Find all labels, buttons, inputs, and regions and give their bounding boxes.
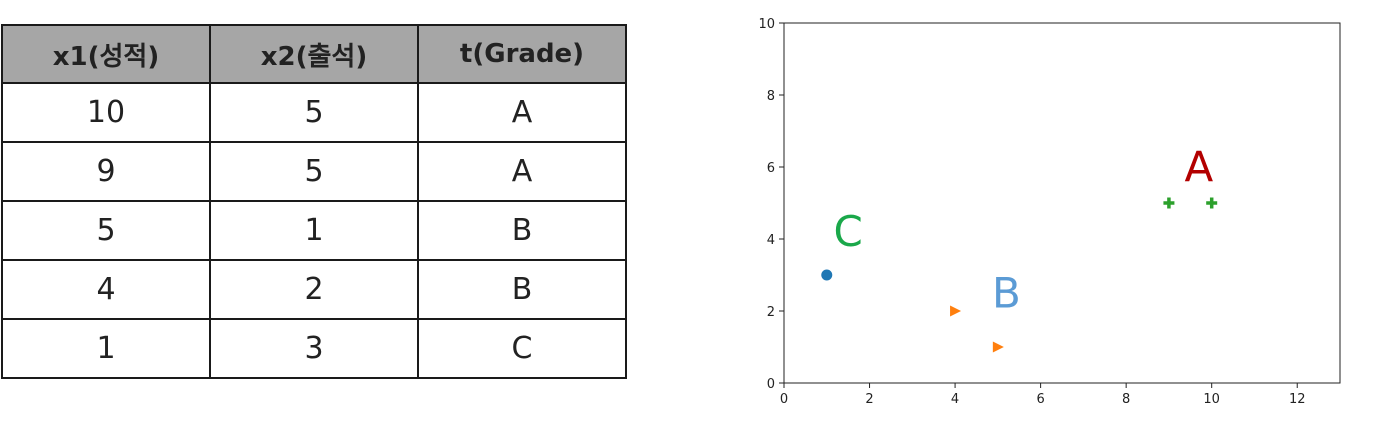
y-tick-label: 2 bbox=[767, 305, 775, 320]
x-tick-label: 4 bbox=[951, 392, 959, 407]
table-cell: B bbox=[417, 200, 627, 261]
data-point-triangle bbox=[992, 341, 1004, 353]
x-tick-label: 12 bbox=[1289, 392, 1306, 407]
table-cell: 4 bbox=[1, 259, 211, 320]
annotation-label: A bbox=[1184, 142, 1213, 191]
data-points bbox=[821, 197, 1218, 353]
x-tick-label: 0 bbox=[780, 392, 788, 407]
plot-area-frame bbox=[783, 22, 1341, 384]
table-cell: 9 bbox=[1, 141, 211, 202]
data-table: x1(성적) x2(출석) t(Grade) 10 5 A 9 5 A 5 1 … bbox=[1, 24, 627, 379]
table-cell: 3 bbox=[209, 318, 419, 379]
y-tick-label: 10 bbox=[758, 17, 775, 32]
x-tick-label: 6 bbox=[1036, 392, 1044, 407]
table-row: 4 2 B bbox=[1, 259, 627, 320]
y-tick-label: 0 bbox=[767, 377, 775, 392]
x-tick-label: 2 bbox=[865, 392, 873, 407]
table-row: 1 3 C bbox=[1, 318, 627, 379]
header-cell: t(Grade) bbox=[417, 24, 627, 84]
data-point-circle bbox=[821, 269, 833, 281]
y-tick-label: 8 bbox=[767, 89, 775, 104]
table-header-row: x1(성적) x2(출석) t(Grade) bbox=[1, 24, 627, 84]
table-cell: B bbox=[417, 259, 627, 320]
x-tick-label: 8 bbox=[1122, 392, 1130, 407]
header-cell: x1(성적) bbox=[1, 24, 211, 84]
table-cell: 5 bbox=[1, 200, 211, 261]
y-tick-label: 4 bbox=[767, 233, 775, 248]
table-row: 5 1 B bbox=[1, 200, 627, 261]
table-row: 10 5 A bbox=[1, 82, 627, 143]
table-cell: 5 bbox=[209, 82, 419, 143]
data-point-plus bbox=[1206, 197, 1218, 209]
table-cell: 1 bbox=[209, 200, 419, 261]
table-row: 9 5 A bbox=[1, 141, 627, 202]
annotations: A B C bbox=[833, 142, 1213, 317]
table-cell: A bbox=[417, 82, 627, 143]
scatter-plot: 0 2 4 6 8 10 12 0 2 4 6 8 10 A B C bbox=[758, 17, 1341, 407]
table-cell: 5 bbox=[209, 141, 419, 202]
x-tick-label: 10 bbox=[1203, 392, 1220, 407]
data-point-triangle bbox=[950, 305, 962, 317]
y-tick-label: 6 bbox=[767, 161, 775, 176]
table-cell: 2 bbox=[209, 259, 419, 320]
data-point-plus bbox=[1163, 197, 1175, 209]
axis-ticks: 0 2 4 6 8 10 12 0 2 4 6 8 10 bbox=[758, 17, 1305, 407]
header-cell: x2(출석) bbox=[209, 24, 419, 84]
annotation-label: C bbox=[833, 207, 862, 256]
annotation-label: B bbox=[992, 268, 1021, 317]
table-cell: 1 bbox=[1, 318, 211, 379]
table-cell: A bbox=[417, 141, 627, 202]
table-cell: C bbox=[417, 318, 627, 379]
table-cell: 10 bbox=[1, 82, 211, 143]
